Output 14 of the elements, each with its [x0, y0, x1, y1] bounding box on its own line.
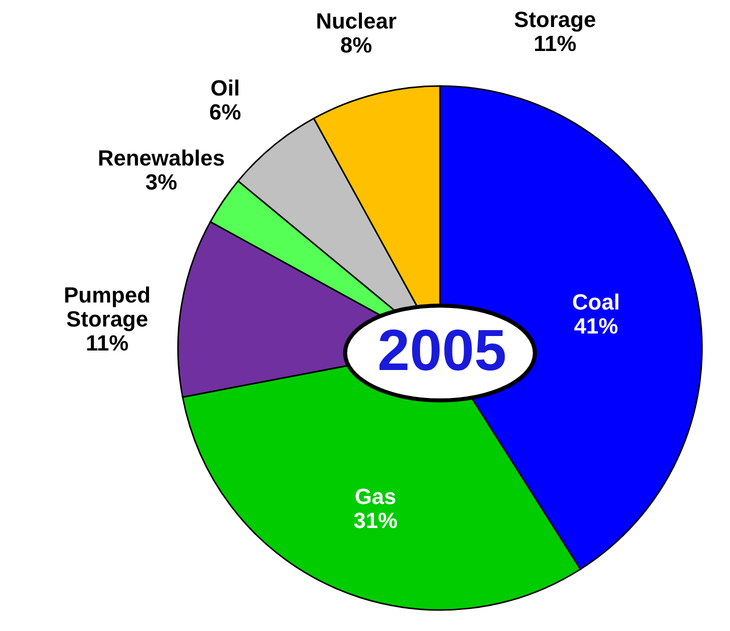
data-label: 41% — [574, 314, 618, 339]
slice-label: Pumped Storage — [64, 282, 151, 332]
slice-label: Gas — [354, 484, 396, 510]
data-label: 8% — [340, 32, 372, 58]
data-label: 3% — [145, 170, 178, 195]
data-label: 6% — [209, 99, 242, 124]
data-label: 31% — [353, 508, 398, 534]
text: 2005 — [377, 318, 507, 383]
slice-label: Oil — [210, 75, 240, 100]
slice-label: Nuclear — [316, 8, 397, 34]
slice-label: Coal — [572, 290, 620, 315]
text: Storage 11% — [514, 7, 596, 56]
data-label: 11% — [86, 330, 129, 356]
slice-label: Renewables — [98, 146, 225, 171]
